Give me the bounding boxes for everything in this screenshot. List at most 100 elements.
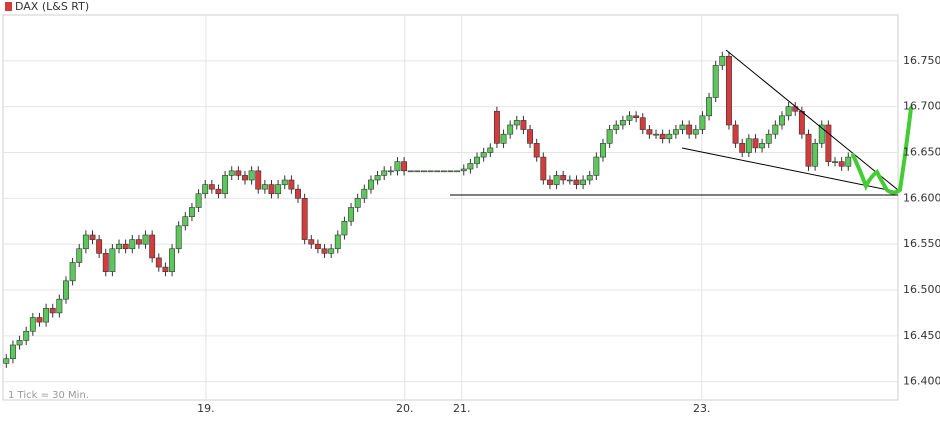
candle-body bbox=[275, 184, 282, 195]
candle-body bbox=[540, 156, 547, 181]
candle-body bbox=[600, 143, 606, 158]
candle-body bbox=[222, 175, 229, 195]
y-tick-label: 16.600 bbox=[903, 191, 940, 204]
y-tick-label: 16.400 bbox=[903, 375, 940, 388]
candle-body bbox=[580, 179, 587, 185]
candle-body bbox=[268, 184, 275, 195]
candle-body bbox=[228, 170, 235, 176]
candle-body bbox=[381, 170, 388, 176]
candle-body bbox=[301, 198, 308, 240]
candle-body bbox=[586, 175, 593, 181]
candle-body bbox=[593, 156, 600, 176]
candle-body bbox=[626, 115, 633, 121]
candle-body bbox=[686, 124, 693, 135]
candle-body bbox=[261, 184, 268, 190]
candle-body bbox=[646, 129, 653, 135]
candle-body bbox=[613, 124, 620, 130]
y-tick-label: 16.750 bbox=[903, 54, 940, 67]
candle-body bbox=[295, 188, 301, 199]
candle-body bbox=[208, 184, 215, 190]
candle-body bbox=[679, 124, 686, 130]
candle-body bbox=[454, 170, 461, 173]
candle-body bbox=[421, 170, 427, 173]
candle-body bbox=[242, 175, 248, 181]
candle-body bbox=[29, 317, 36, 332]
candle-body bbox=[281, 179, 288, 185]
candle-body bbox=[135, 239, 142, 245]
candle-body bbox=[798, 110, 805, 135]
drawn-forecast bbox=[851, 106, 913, 195]
candle-body bbox=[182, 216, 189, 227]
candle-body bbox=[116, 243, 122, 250]
candle-body bbox=[666, 133, 673, 140]
candle-body bbox=[427, 170, 434, 173]
candle-body bbox=[699, 115, 706, 130]
candle-body bbox=[745, 138, 752, 153]
candle-body bbox=[633, 115, 640, 118]
candle-body bbox=[440, 170, 447, 173]
candle-body bbox=[374, 175, 381, 181]
chart-title: DAX (L&S RT) bbox=[15, 0, 89, 13]
candle-body bbox=[513, 120, 520, 126]
y-tick-label: 16.650 bbox=[903, 146, 940, 159]
candle-body bbox=[23, 330, 30, 341]
plot-area bbox=[2, 14, 899, 401]
candle-body bbox=[175, 225, 182, 250]
candle-body bbox=[202, 184, 209, 195]
candle-body bbox=[838, 161, 845, 167]
x-tick-label: 20. bbox=[396, 402, 414, 415]
candle-body bbox=[805, 133, 812, 167]
candle-body bbox=[573, 179, 580, 185]
candle-body bbox=[328, 248, 335, 254]
candle-body bbox=[162, 266, 169, 272]
candle-body bbox=[215, 188, 222, 195]
trend-line bbox=[681, 147, 899, 193]
candle-body bbox=[653, 133, 659, 136]
candle-body bbox=[341, 220, 348, 236]
candle-body bbox=[82, 234, 89, 250]
legend-marker bbox=[5, 2, 12, 11]
candle-body bbox=[480, 152, 487, 158]
footnote: 1 Tick = 30 Min. bbox=[8, 390, 89, 401]
candle-body bbox=[129, 239, 136, 250]
candle-body bbox=[474, 156, 480, 164]
candle-body bbox=[772, 124, 779, 135]
candle-body bbox=[109, 248, 116, 272]
candle-body bbox=[394, 161, 401, 172]
candle-body bbox=[169, 248, 176, 272]
candle-body bbox=[566, 179, 573, 182]
candle-body bbox=[401, 161, 408, 172]
candle-body bbox=[692, 129, 699, 135]
candle-body bbox=[672, 129, 679, 135]
candle-body bbox=[719, 55, 726, 66]
candle-body bbox=[546, 179, 553, 185]
candle-body bbox=[493, 110, 500, 144]
candle-body bbox=[818, 124, 825, 144]
candle-body bbox=[149, 234, 156, 259]
candle-body bbox=[752, 138, 759, 149]
candle-body bbox=[619, 120, 626, 126]
candle-body bbox=[500, 133, 507, 144]
candle-body bbox=[195, 193, 202, 208]
candle-body bbox=[739, 143, 746, 153]
candle-body bbox=[460, 168, 467, 172]
candle-body bbox=[639, 117, 646, 130]
candle-body bbox=[69, 262, 76, 282]
candle-body bbox=[334, 234, 341, 250]
candle-body bbox=[321, 248, 328, 254]
candle-body bbox=[288, 179, 295, 190]
candle-body bbox=[49, 308, 56, 314]
candle-body bbox=[56, 298, 63, 314]
candle-body bbox=[407, 170, 414, 173]
candle-body bbox=[9, 344, 16, 360]
candle-body bbox=[832, 161, 838, 163]
candle-body bbox=[706, 97, 713, 117]
candle-body bbox=[387, 170, 394, 173]
x-tick-label: 23. bbox=[693, 402, 711, 415]
candle-body bbox=[765, 133, 772, 144]
y-tick-label: 16.550 bbox=[903, 237, 940, 250]
candle-body bbox=[553, 175, 560, 185]
candle-body bbox=[16, 340, 23, 346]
candle-body bbox=[520, 120, 527, 130]
